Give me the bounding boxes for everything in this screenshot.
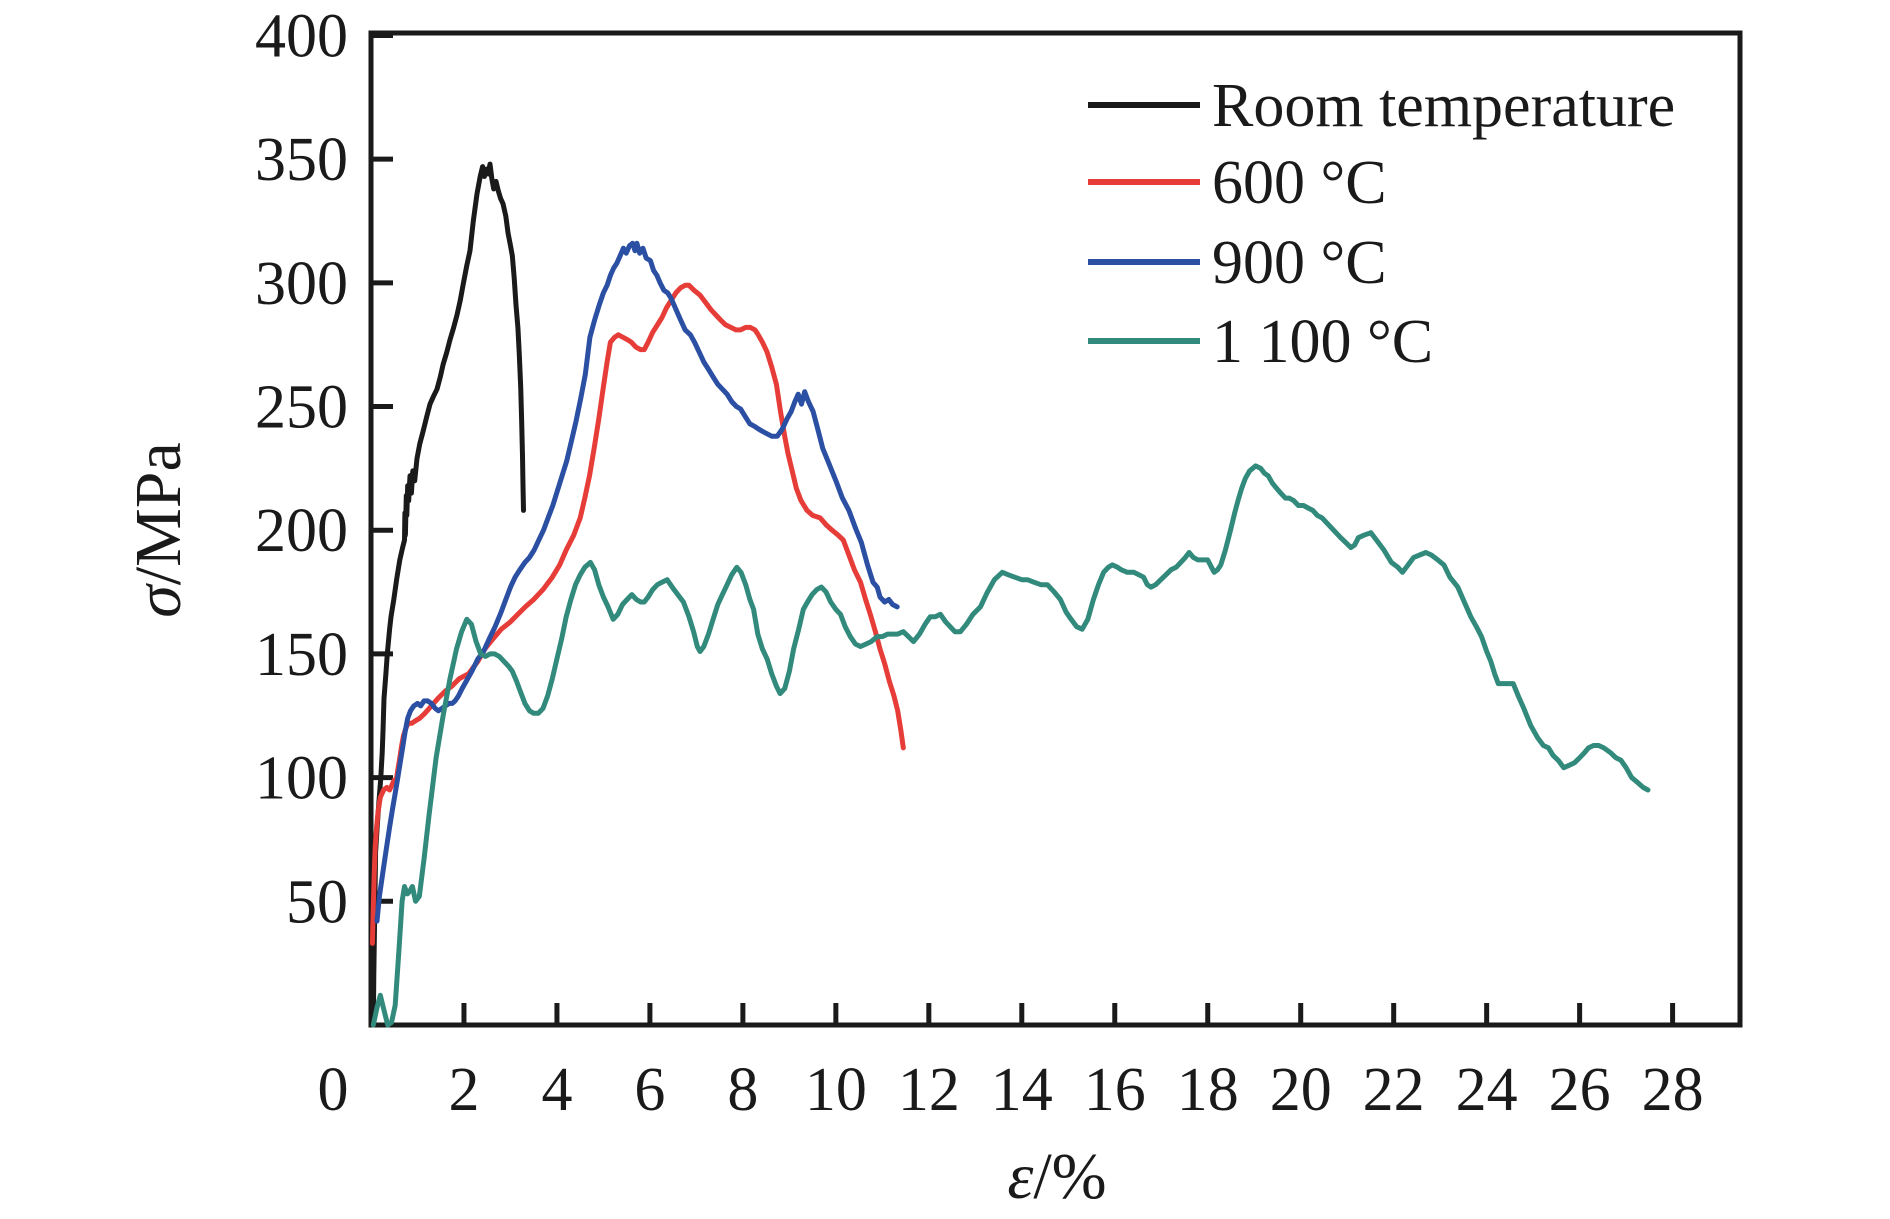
x-tick-label: 14 [991,1056,1053,1124]
x-tick-label: 10 [805,1056,867,1124]
x-tick-label: 6 [634,1056,665,1124]
y-tick-label: 200 [255,497,348,565]
x-tick-label: 12 [898,1056,960,1124]
series-line-1-100-c [370,463,1651,1028]
series-line-room-temperature [370,161,526,1028]
y-tick-label: 400 [255,2,348,70]
x-tick-label: 24 [1456,1056,1518,1124]
x-tick-label: 28 [1642,1056,1704,1124]
legend-label-4: 1 100 °C [1212,308,1433,376]
x-tick-label: 22 [1363,1056,1425,1124]
x-tick-label: 26 [1549,1056,1611,1124]
legend-label-3: 900 °C [1212,229,1387,297]
x-tick-label: 0 [318,1056,349,1124]
x-tick-label: 4 [541,1056,572,1124]
x-tick-label: 18 [1177,1056,1239,1124]
y-axis-title: σ/MPa [122,442,195,618]
y-tick-label: 50 [286,868,348,936]
x-tick-label: 8 [727,1056,758,1124]
y-tick-label: 300 [255,250,348,318]
y-tick-label: 150 [255,621,348,689]
x-tick-label: 16 [1084,1056,1146,1124]
x-tick-label: 2 [448,1056,479,1124]
legend-label-1: Room temperature [1212,72,1675,140]
y-tick-label: 250 [255,374,348,442]
x-tick-label: 20 [1270,1056,1332,1124]
y-tick-label: 100 [255,745,348,813]
series-line-600-c [369,282,906,946]
legend-label-2: 600 °C [1212,149,1387,217]
x-axis-title: ε/% [1007,1140,1106,1213]
y-tick-label: 350 [255,126,348,194]
